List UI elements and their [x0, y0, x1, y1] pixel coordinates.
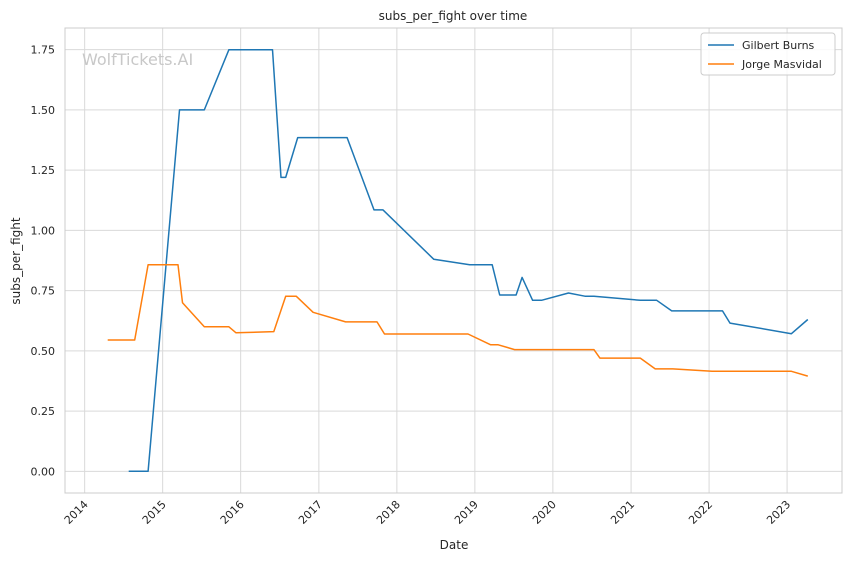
watermark: WolfTickets.AI	[82, 50, 193, 69]
y-tick-label: 0.00	[31, 465, 56, 478]
legend-label-jorge-masvidal: Jorge Masvidal	[741, 58, 822, 71]
chart-title: subs_per_fight over time	[379, 9, 528, 23]
y-tick-label: 0.50	[31, 345, 56, 358]
series-layer	[107, 48, 809, 473]
grid	[65, 28, 842, 493]
y-tick-label: 0.75	[31, 285, 56, 298]
y-tick-label: 1.00	[31, 224, 56, 237]
y-tick-labels: 0.00 0.25 0.50 0.75 1.00 1.25 1.50 1.75	[31, 44, 56, 479]
legend: Gilbert Burns Jorge Masvidal	[700, 32, 836, 76]
legend-label-gilbert-burns: Gilbert Burns	[742, 39, 815, 52]
y-tick-label: 0.25	[31, 405, 56, 418]
y-axis-label: subs_per_fight	[9, 217, 23, 304]
series-line-gilbert-burns	[128, 48, 809, 473]
series-line-jorge-masvidal	[107, 264, 809, 377]
legend-box	[700, 32, 836, 76]
y-tick-label: 1.25	[31, 164, 56, 177]
x-axis-label: Date	[440, 538, 469, 552]
plot-area-frame	[64, 27, 843, 494]
y-tick-label: 1.50	[31, 104, 56, 117]
y-tick-label: 1.75	[31, 44, 56, 57]
